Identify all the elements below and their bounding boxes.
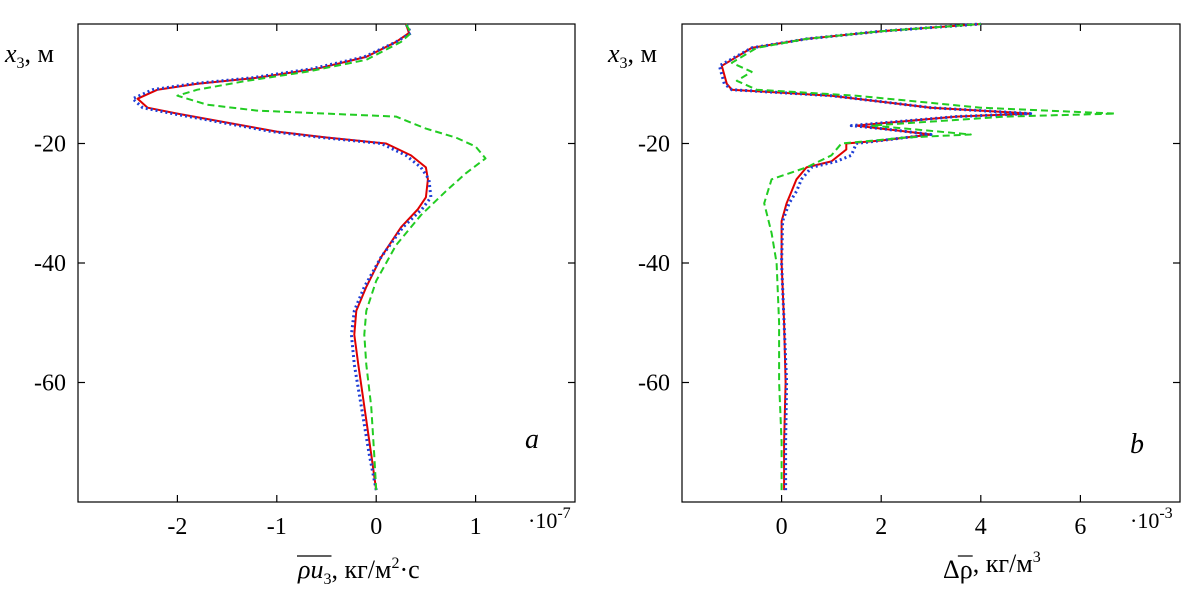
plot-frame-a [77, 23, 576, 503]
y-axis-sub-a: 3 [17, 55, 25, 72]
series-line-a-2 [176, 23, 487, 491]
panel-b: 0 2 4 6-20-40-60 b ·10-3 x3, м Δρ, кг/м3 [607, 22, 1181, 584]
y-tick-label-a-2: -60 [34, 371, 66, 397]
y-tick-label-b-2: -60 [638, 371, 670, 397]
x-tick-label-a-2: 0 [370, 514, 382, 540]
series-line-a-0 [136, 23, 429, 491]
y-axis-units-a: , м [25, 39, 54, 68]
x-tick-label-b-0: 0 [776, 514, 788, 540]
series-line-b-1 [717, 22, 1033, 491]
y-tick-label-b-0: -20 [638, 132, 670, 158]
y-axis-units-b: , м [628, 39, 657, 68]
x-axis-tail-a: ·с [399, 555, 419, 584]
x-axis-sub-a: 3 [323, 571, 331, 588]
y-axis-var-a: x [4, 39, 17, 68]
panel-a: -2 -1 0 1-20-40-60 a ·10-7 x3, м ρu3, кг/м2… [4, 23, 576, 588]
x-axis-sup-b: 3 [1033, 549, 1041, 566]
x-axis-title-a: ρu3, кг/м2·с [297, 555, 420, 588]
x-axis-units-a: , кг/м [331, 555, 391, 584]
panel-letter-b: b [1130, 429, 1144, 460]
x-tick-label-b-1: 2 [875, 514, 887, 540]
y-axis-title-a: x3, м [4, 39, 54, 72]
x-scale-label-b: ·10-3 [1130, 505, 1173, 533]
ticks-b [682, 24, 1180, 502]
series-line-b-0 [720, 23, 1032, 491]
x-scale-label-a: ·10-7 [528, 505, 571, 533]
plot-frame-b [681, 23, 1181, 503]
x-axis-units-b: , кг/м [973, 549, 1033, 578]
x-tick-label-a-3: 1 [470, 514, 482, 540]
x-tick-label-b-2: 4 [975, 514, 987, 540]
tick-labels-a: -2 -1 0 1 -20 -40 -60 [34, 132, 482, 541]
x-axis-title-b: Δρ, кг/м3 [943, 549, 1041, 584]
ticks-a [78, 24, 575, 502]
y-tick-label-a-1: -40 [34, 251, 66, 277]
series-line-a-1 [131, 23, 433, 491]
x-tick-label-a-1: -1 [267, 514, 287, 540]
y-tick-label-a-0: -20 [34, 132, 66, 158]
x-scale-base-b: ·10 [1130, 508, 1159, 533]
series-b [717, 22, 1117, 491]
x-scale-exp-a: -7 [557, 505, 570, 522]
x-axis-var-b: Δρ [943, 555, 973, 584]
y-axis-title-b: x3, м [607, 39, 657, 72]
series-a [131, 23, 487, 491]
x-scale-exp-b: -3 [1159, 505, 1172, 522]
x-axis-var-a: ρu [297, 555, 323, 584]
x-scale-base-a: ·10 [528, 508, 557, 533]
y-tick-label-b-1: -40 [638, 251, 670, 277]
tick-labels-b: 0 2 4 6 -20 -40 -60 [638, 132, 1086, 541]
panel-letter-a: a [525, 424, 539, 455]
x-tick-label-b-3: 6 [1074, 514, 1086, 540]
series-line-b-2 [730, 23, 1117, 491]
y-axis-var-b: x [607, 39, 620, 68]
x-axis-sup-a: 2 [391, 555, 399, 572]
y-axis-sub-b: 3 [620, 55, 628, 72]
x-tick-label-a-0: -2 [167, 514, 187, 540]
